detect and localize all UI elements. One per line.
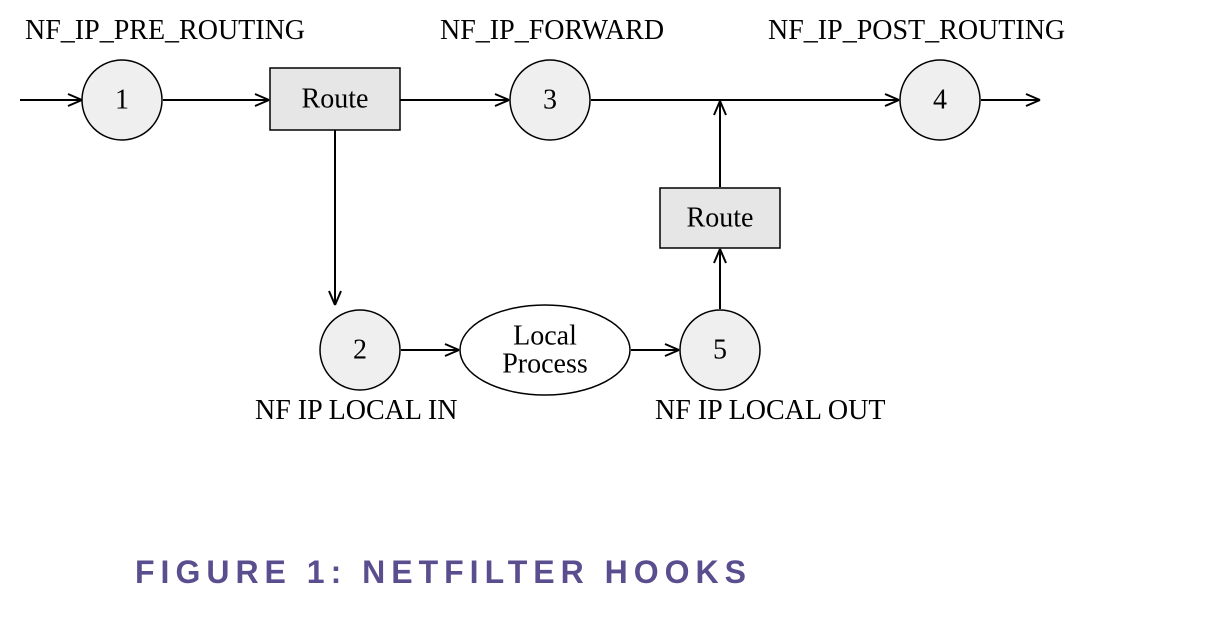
route-box: Route [270,68,400,130]
hook-label: NF_IP_FORWARD [440,15,664,46]
local-process: LocalProcess [460,305,630,395]
diagram-canvas: 1 3 4 2 5 Route Route LocalProcess NF_IP_PRE_RO… [0,0,1211,636]
svg-text:Local: Local [513,320,577,351]
hook-node-5: 5 [680,310,760,390]
svg-text:1: 1 [115,84,129,115]
svg-text:Process: Process [502,348,588,379]
svg-text:4: 4 [933,84,947,115]
nodes-layer: 1 3 4 2 5 Route Route LocalProcess [82,60,980,395]
hook-node-4: 4 [900,60,980,140]
svg-text:3: 3 [543,84,557,115]
hook-label: NF IP LOCAL OUT [655,395,885,426]
hook-node-1: 1 [82,60,162,140]
hook-label: NF_IP_POST_ROUTING [768,15,1065,46]
hook-label: NF_IP_PRE_ROUTING [25,15,305,46]
svg-text:Route: Route [302,83,369,114]
svg-text:2: 2 [353,334,367,365]
hook-node-2: 2 [320,310,400,390]
svg-text:Route: Route [687,202,754,233]
hook-node-3: 3 [510,60,590,140]
route-box: Route [660,188,780,248]
hook-label: NF IP LOCAL IN [255,395,457,426]
svg-text:5: 5 [713,334,727,365]
figure-caption: FIGURE 1: NETFILTER HOOKS [135,554,752,590]
